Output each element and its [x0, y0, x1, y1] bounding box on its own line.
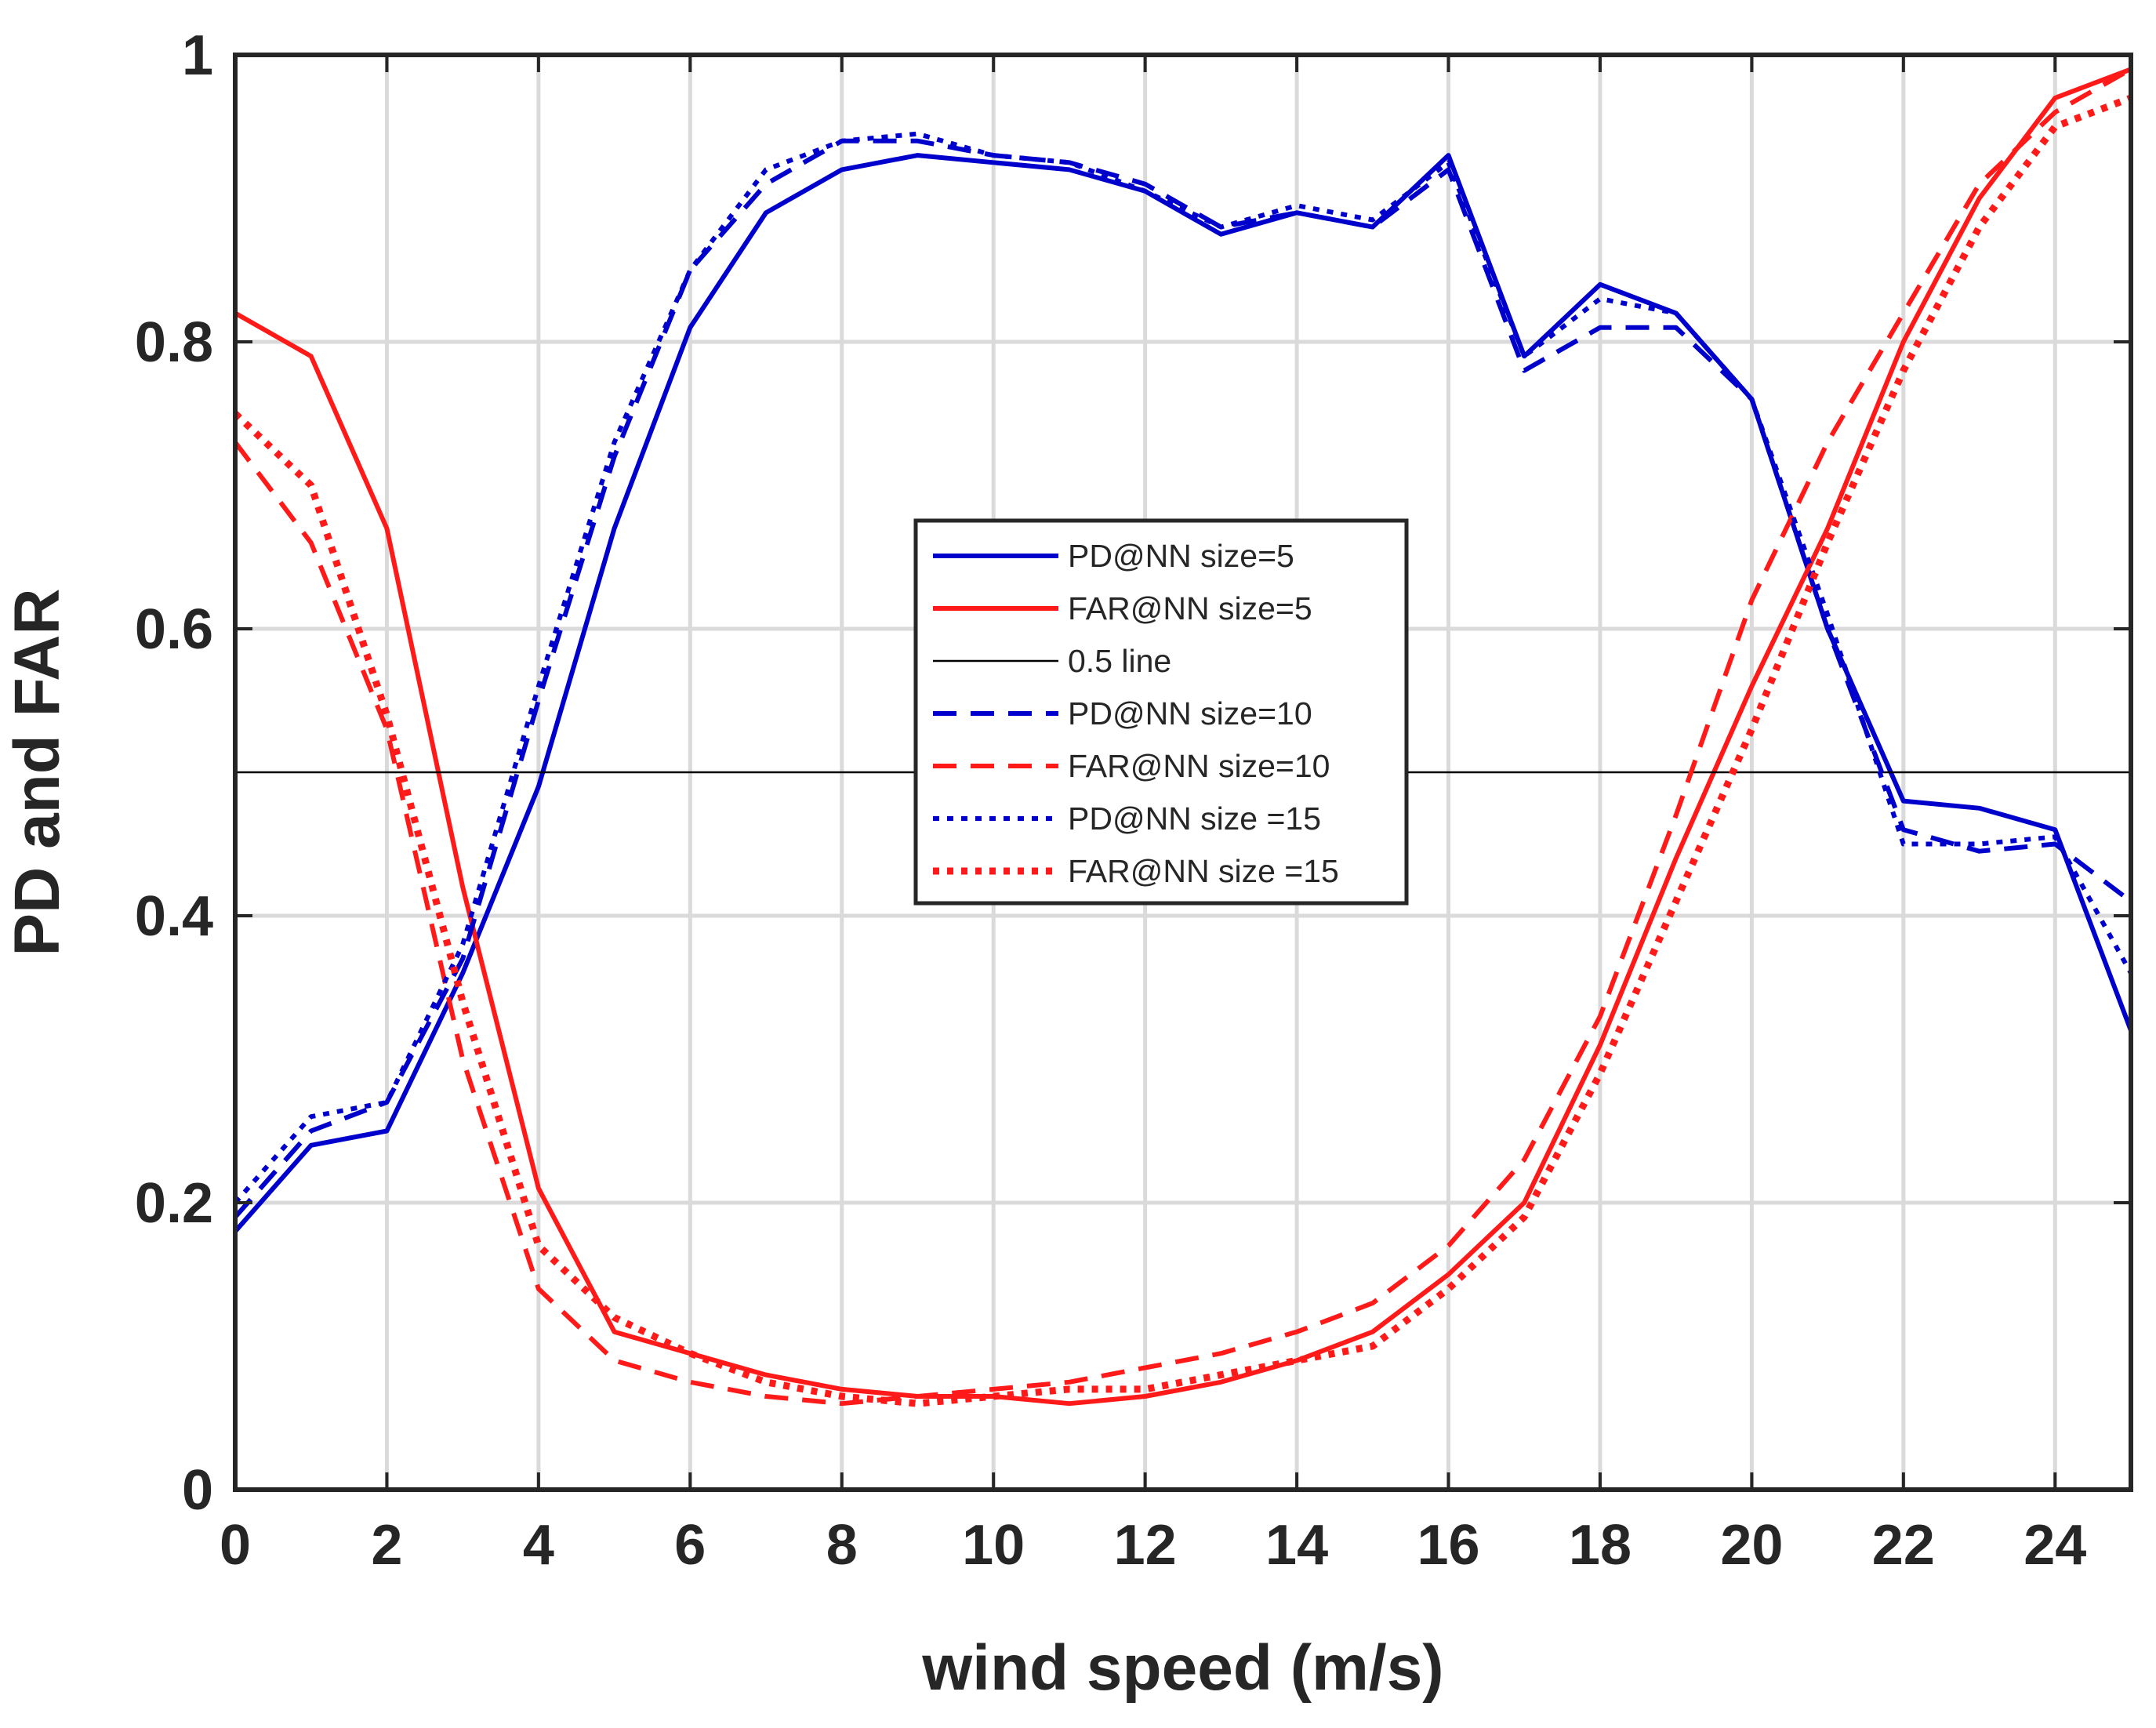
- x-tick-label: 6: [674, 1514, 706, 1577]
- legend-entry-label: FAR@NN size =15: [1068, 853, 1339, 889]
- x-tick-label: 16: [1417, 1514, 1479, 1577]
- legend-box: [913, 518, 1409, 906]
- series-group: [232, 67, 2133, 1407]
- x-tick-labels: 0 2 4 6 8 10 12 14 16 18 20 22 24: [220, 1514, 2086, 1577]
- legend-entry-label: 0.5 line: [1068, 643, 1171, 679]
- y-tick-label: 0: [182, 1459, 213, 1522]
- legend-entry-label: PD@NN size =15: [1068, 800, 1321, 837]
- x-tick-label: 0: [220, 1514, 251, 1577]
- x-tick-label: 2: [371, 1514, 402, 1577]
- x-tick-label: 4: [523, 1514, 554, 1577]
- series-line: [234, 67, 2132, 1407]
- y-tick-label: 0.2: [135, 1172, 213, 1235]
- y-tick-labels: 0 0.2 0.4 0.6 0.8 1: [135, 24, 213, 1522]
- legend-entry-label: PD@NN size=5: [1068, 538, 1294, 574]
- y-tick-label: 0.6: [135, 598, 213, 661]
- x-tick-label: 12: [1114, 1514, 1177, 1577]
- x-tick-label: 20: [1720, 1514, 1783, 1577]
- series-line: [233, 131, 2133, 1204]
- y-tick-label: 0.4: [135, 885, 213, 948]
- tick-marks: [234, 53, 2131, 1491]
- series-line: [233, 67, 2132, 1407]
- plot-frame: [233, 53, 2133, 1492]
- x-axis-label: wind speed (m/s): [921, 1632, 1443, 1704]
- x-tick-label: 24: [2024, 1514, 2086, 1577]
- x-tick-label: 10: [962, 1514, 1025, 1577]
- legend-entry-label: PD@NN size=10: [1068, 695, 1312, 731]
- y-tick-label: 1: [182, 24, 213, 87]
- x-tick-label: 8: [826, 1514, 858, 1577]
- legend-entry-label: FAR@NN size=10: [1068, 748, 1330, 784]
- series-line: [232, 94, 2132, 1407]
- x-tick-label: 22: [1872, 1514, 1935, 1577]
- x-tick-label: 14: [1265, 1514, 1328, 1577]
- y-axis-label: PD and FAR: [2, 588, 73, 956]
- y-tick-label: 0.8: [135, 311, 213, 374]
- legend-entry-label: FAR@NN size=5: [1068, 590, 1312, 626]
- legend: PD@NN size=5 FAR@NN size=5 0.5 line PD@NN s…: [913, 518, 1409, 906]
- x-tick-label: 18: [1569, 1514, 1632, 1577]
- series-line: [233, 138, 2132, 1219]
